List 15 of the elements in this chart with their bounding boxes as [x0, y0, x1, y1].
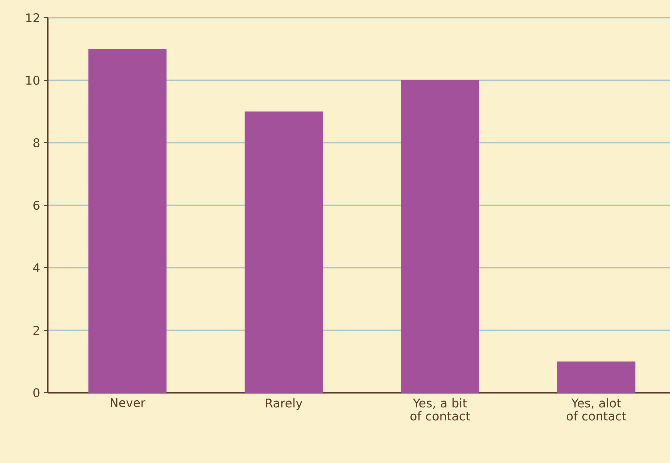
y-tick-label: 8: [34, 138, 40, 148]
y-tick-label: 4: [33, 264, 40, 272]
x-tick-label: Never: [111, 398, 146, 408]
bar: [557, 362, 636, 393]
y-tick-label: 2: [34, 326, 40, 335]
y-tick-label: 6: [34, 200, 40, 210]
bar: [401, 80, 480, 393]
y-tick-label: 0: [34, 388, 40, 398]
y-tick-label: 10: [26, 76, 40, 86]
bar: [88, 49, 167, 393]
x-tick-label: Yes, alot of contact: [566, 398, 627, 421]
x-tick-label: Rarely: [266, 398, 303, 410]
x-tick-label: Yes, a bit of contact: [410, 398, 470, 421]
y-tick-label: 12: [26, 14, 40, 22]
bar: [244, 112, 324, 393]
